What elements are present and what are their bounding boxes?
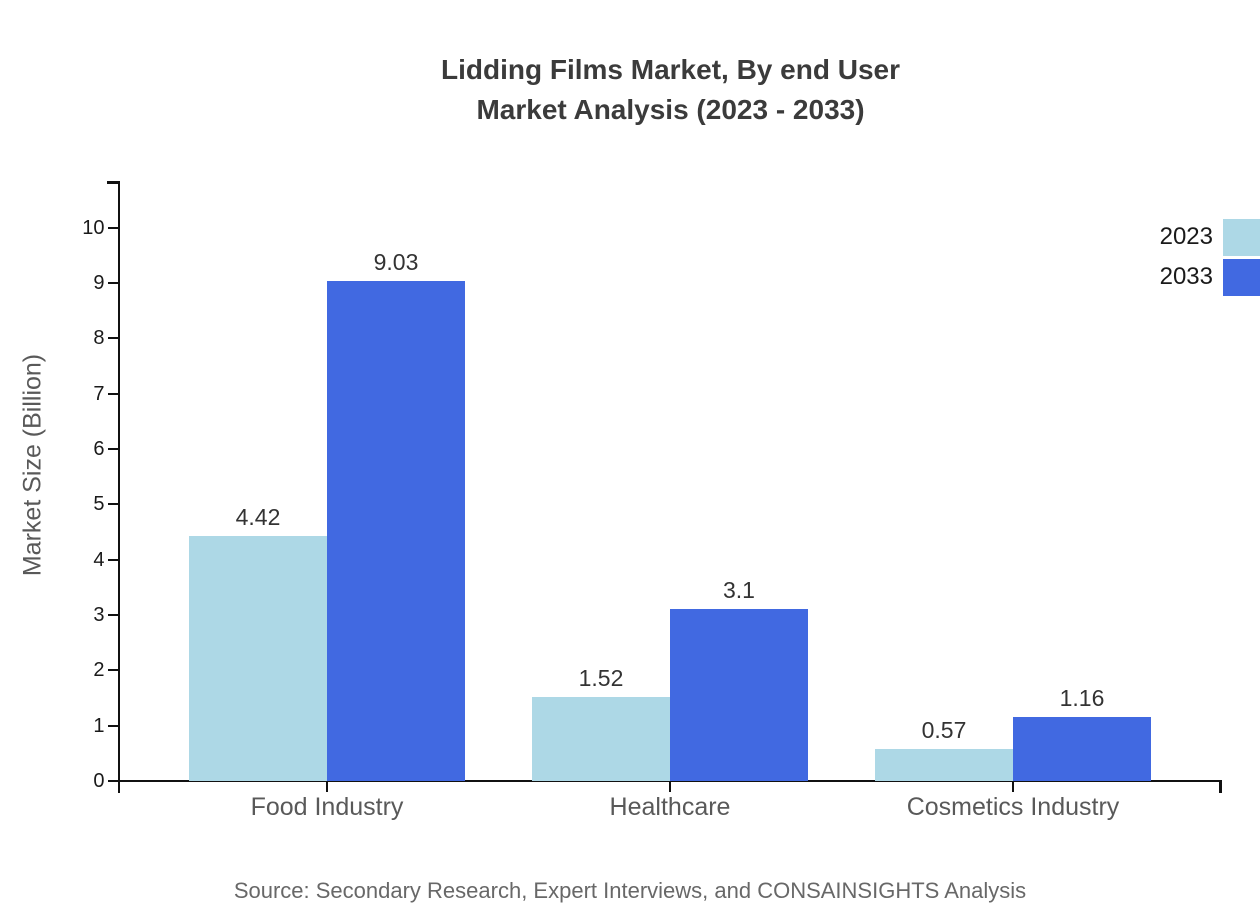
category-label: Healthcare: [609, 793, 731, 821]
chart-title-line2: Market Analysis (2023 - 2033): [476, 94, 865, 125]
y-axis-tick-label: 10: [82, 216, 105, 239]
y-axis-line: [117, 181, 120, 793]
y-axis-tick-label: 6: [93, 437, 105, 460]
y-axis-tick: [107, 780, 118, 782]
y-axis-tick: [107, 669, 118, 672]
x-axis-tick: [325, 779, 329, 792]
category-label: Cosmetics Industry: [906, 793, 1120, 821]
bar-2033-cosmetics-industry: [1013, 716, 1151, 781]
y-axis-tick-label: 7: [93, 382, 105, 405]
chart-title: Lidding Films Market, By end User Market…: [119, 50, 1222, 130]
y-axis-tick: [107, 613, 118, 616]
y-axis-tick: [107, 337, 118, 340]
y-axis-tick-label: 4: [93, 548, 105, 571]
x-axis-tick: [1011, 779, 1015, 792]
y-axis-tick: [107, 281, 118, 284]
y-axis-tick-label: 8: [93, 327, 105, 350]
x-axis-tick: [668, 779, 672, 792]
bar-value-label: 3.1: [723, 577, 755, 604]
bar-2033-food-industry: [327, 281, 465, 781]
y-axis-tick-label: 2: [93, 659, 105, 682]
category-label: Food Industry: [250, 793, 404, 821]
bar-value-label: 1.16: [1059, 684, 1105, 711]
bar-2023-healthcare: [532, 696, 670, 781]
y-axis-tick-label: 0: [93, 770, 105, 792]
x-axis-right-cap: [1219, 779, 1222, 793]
y-axis-tick-label: 3: [93, 603, 105, 626]
y-axis-tick-label: 1: [93, 714, 105, 737]
y-axis-tick-label: 9: [93, 271, 105, 294]
y-axis-tick: [107, 226, 118, 229]
y-axis-tick: [107, 724, 118, 727]
y-axis-tick: [107, 558, 118, 561]
source-note: Source: Secondary Research, Expert Inter…: [233, 878, 1027, 903]
chart-title-line1: Lidding Films Market, By end User: [441, 54, 900, 85]
bar-2023-food-industry: [189, 536, 327, 781]
bar-2023-cosmetics-industry: [875, 749, 1013, 781]
bar-value-label: 0.57: [921, 717, 967, 744]
y-axis-tick: [107, 503, 118, 506]
y-axis-tick-label: 5: [93, 493, 105, 516]
y-axis-tick: [107, 392, 118, 395]
bar-2033-healthcare: [670, 609, 808, 781]
bar-value-label: 9.03: [373, 249, 419, 276]
y-axis-top-cap: [106, 181, 118, 184]
y-axis-tick: [107, 447, 118, 450]
bar-value-label: 1.52: [578, 664, 624, 691]
bar-value-label: 4.42: [235, 504, 281, 531]
